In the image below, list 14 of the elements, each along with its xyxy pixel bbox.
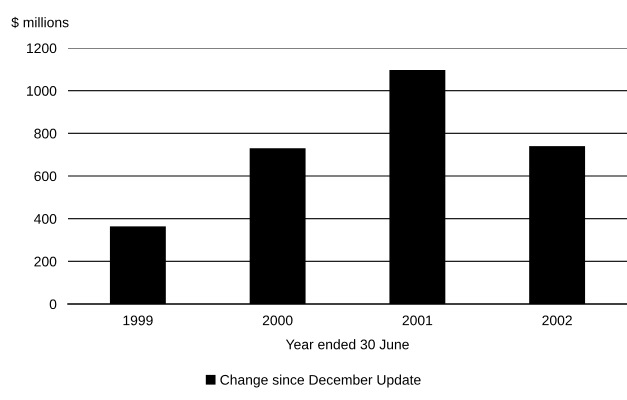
x-tick-label: 2001 [402, 315, 432, 326]
x-tick-label: 2002 [542, 315, 572, 326]
x-tick-label: 1999 [123, 315, 153, 326]
y-tick-label: 800 [34, 128, 56, 139]
legend-label: Change since December Update [220, 374, 421, 388]
y-tick-label: 1000 [27, 86, 56, 96]
y-tick-label: 0 [50, 299, 56, 310]
y-tick-label: 600 [34, 171, 56, 182]
x-tick-label: 2000 [262, 315, 293, 326]
y-tick-label: 200 [34, 256, 56, 267]
x-axis-title: Year ended 30 June [286, 339, 409, 350]
y-tick-label: 400 [34, 214, 56, 224]
y-axis-title: $ millions [11, 16, 69, 28]
y-tick-label: 1200 [27, 43, 56, 54]
